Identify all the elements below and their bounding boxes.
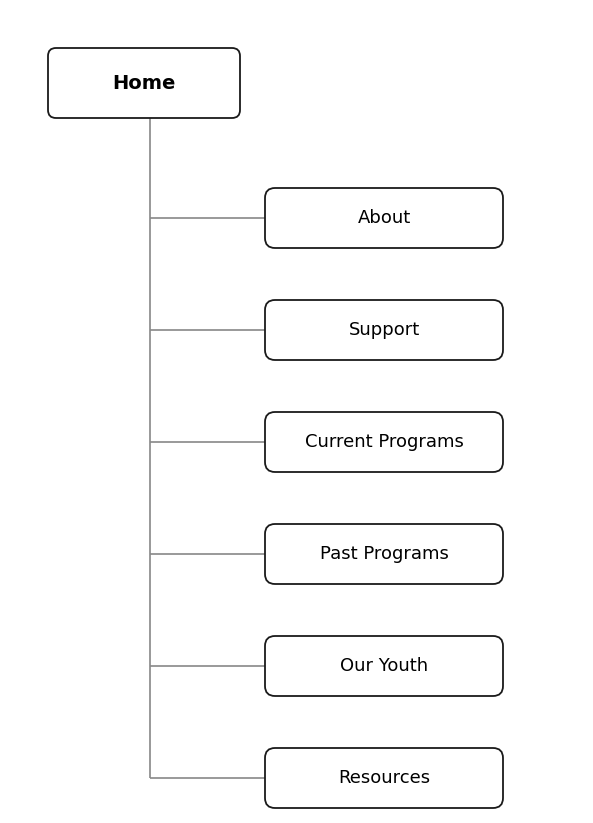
FancyBboxPatch shape <box>265 748 503 808</box>
FancyBboxPatch shape <box>265 300 503 360</box>
Text: Support: Support <box>348 321 420 339</box>
Text: Resources: Resources <box>338 769 430 787</box>
Text: Current Programs: Current Programs <box>305 433 464 451</box>
FancyBboxPatch shape <box>265 412 503 472</box>
Text: Home: Home <box>112 73 176 92</box>
Text: Our Youth: Our Youth <box>340 657 428 675</box>
Text: About: About <box>358 209 410 227</box>
Text: Past Programs: Past Programs <box>320 545 448 563</box>
FancyBboxPatch shape <box>265 636 503 696</box>
FancyBboxPatch shape <box>48 48 240 118</box>
FancyBboxPatch shape <box>265 524 503 584</box>
FancyBboxPatch shape <box>265 188 503 248</box>
